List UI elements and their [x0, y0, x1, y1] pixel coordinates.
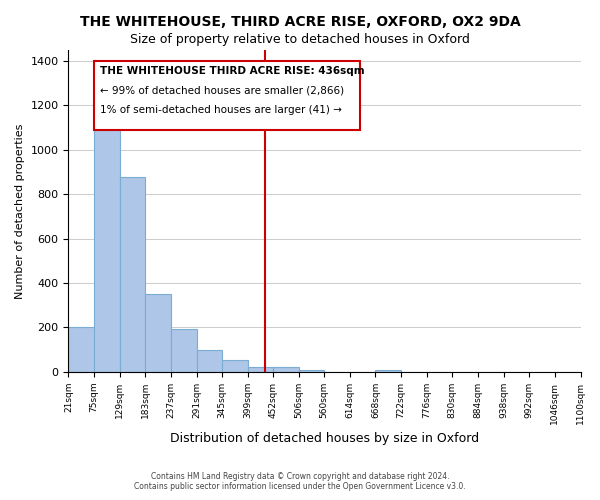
Text: Contains HM Land Registry data © Crown copyright and database right 2024.
Contai: Contains HM Land Registry data © Crown c…: [134, 472, 466, 491]
Text: 1% of semi-detached houses are larger (41) →: 1% of semi-detached houses are larger (4…: [100, 106, 341, 116]
Bar: [197, 350, 222, 372]
Text: Size of property relative to detached houses in Oxford: Size of property relative to detached ho…: [130, 32, 470, 46]
Bar: [94, 123, 119, 372]
Bar: [119, 176, 145, 372]
Bar: [222, 360, 248, 372]
Bar: [145, 294, 171, 372]
FancyBboxPatch shape: [94, 61, 360, 130]
Text: THE WHITEHOUSE, THIRD ACRE RISE, OXFORD, OX2 9DA: THE WHITEHOUSE, THIRD ACRE RISE, OXFORD,…: [80, 15, 520, 29]
Text: THE WHITEHOUSE THIRD ACRE RISE: 436sqm: THE WHITEHOUSE THIRD ACRE RISE: 436sqm: [100, 66, 364, 76]
Bar: [376, 370, 401, 372]
Bar: [299, 370, 324, 372]
Bar: [68, 328, 94, 372]
Text: ← 99% of detached houses are smaller (2,866): ← 99% of detached houses are smaller (2,…: [100, 86, 344, 96]
Bar: [171, 328, 197, 372]
Y-axis label: Number of detached properties: Number of detached properties: [15, 123, 25, 298]
X-axis label: Distribution of detached houses by size in Oxford: Distribution of detached houses by size …: [170, 432, 479, 445]
Bar: [273, 368, 299, 372]
Bar: [248, 368, 273, 372]
